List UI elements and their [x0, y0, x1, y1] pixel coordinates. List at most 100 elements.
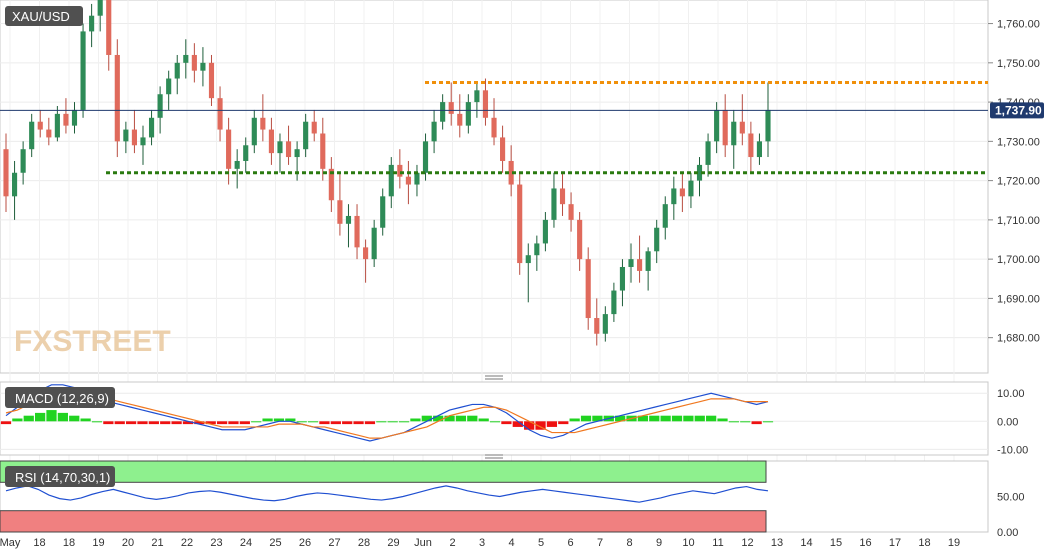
time-tick-label: 26: [299, 537, 311, 549]
price-tick-label: 1,700.00: [997, 254, 1040, 266]
candle-body: [654, 227, 660, 252]
price-tick-label: 1,710.00: [997, 215, 1040, 227]
macd-hist-bar: [387, 421, 398, 423]
price-tick-label: 1,730.00: [997, 136, 1040, 148]
macd-hist-bar: [353, 421, 364, 425]
macd-hist-bar: [148, 421, 159, 425]
macd-hist-bar: [273, 418, 285, 422]
candle-body: [11, 172, 18, 197]
symbol-badge[interactable]: [5, 6, 83, 26]
price-tick-label: 1,690.00: [997, 293, 1040, 305]
macd-hist-bar: [0, 421, 12, 425]
rsi-axis: 0.00 50.00: [997, 492, 1025, 540]
macd-hist-bar: [160, 421, 171, 425]
time-tick-label: 17: [889, 537, 901, 549]
macd-hist-bar: [35, 412, 46, 422]
candle-body: [200, 62, 206, 71]
macd-hist-bar: [23, 415, 34, 422]
macd-tick-label: -10.00: [997, 444, 1028, 456]
macd-hist-bar: [12, 418, 23, 422]
candle-body: [559, 188, 566, 205]
candle-body: [268, 129, 274, 154]
candle-body: [482, 90, 489, 118]
candle-body: [114, 54, 120, 142]
candle-body: [696, 164, 703, 181]
macd-badge[interactable]: [5, 387, 115, 408]
time-tick-label: 19: [948, 537, 960, 549]
resize-handle-1[interactable]: [485, 375, 503, 380]
macd-hist-bar: [694, 415, 705, 422]
candle-body: [243, 145, 249, 161]
candle-body: [756, 141, 763, 158]
candle-body: [354, 215, 360, 248]
candle-body: [517, 184, 523, 264]
candle-body: [508, 160, 514, 185]
macd-hist-bar: [57, 412, 68, 422]
macd-hist-bar: [91, 421, 103, 423]
candle-body: [602, 314, 608, 334]
time-tick-label: 10: [682, 537, 694, 549]
candle-body: [714, 109, 720, 142]
candle-body: [465, 102, 471, 126]
candle-body: [765, 109, 771, 142]
macd-hist-bar: [433, 415, 444, 422]
macd-hist-bar: [637, 415, 649, 422]
candle-body: [611, 290, 617, 315]
candle-body: [551, 188, 557, 220]
resize-handle-2[interactable]: [485, 454, 503, 459]
candle-body: [174, 62, 180, 79]
time-tick-label: 2: [449, 537, 455, 549]
candle-body: [534, 243, 540, 256]
candle-body: [371, 227, 377, 260]
macd-hist-bar: [671, 415, 683, 422]
candle-body: [217, 98, 223, 130]
candle-body: [388, 164, 394, 197]
macd-hist-bar: [239, 421, 250, 425]
candle-body: [106, 0, 112, 55]
macd-hist-bar: [80, 418, 91, 422]
candle-body: [731, 121, 737, 146]
macd-hist-bar: [285, 418, 296, 422]
candle-body: [277, 141, 283, 154]
candle-body: [380, 196, 386, 228]
time-tick-label: 14: [800, 537, 812, 549]
macd-hist-bar: [364, 421, 376, 425]
candle-body: [80, 31, 86, 110]
candle-body: [457, 113, 463, 126]
price-tick-label: 1,720.00: [997, 176, 1040, 188]
symbol-label: XAU/USD: [12, 9, 70, 24]
macd-hist-bar: [114, 421, 125, 425]
macd-hist-bar: [171, 421, 182, 425]
candle-body: [251, 117, 257, 146]
time-axis: May 18 18 19 20 21 22 23 24 25 26 27 28 29 Jun 2 3 4 5 6 7 8 9…: [0, 537, 960, 549]
candle-body: [54, 113, 60, 138]
macd-hist-bar: [319, 421, 330, 425]
candle-body: [585, 259, 591, 319]
candle-body: [739, 121, 745, 134]
candle-body: [226, 129, 232, 169]
candle-body: [311, 121, 317, 134]
candle-body: [645, 251, 651, 271]
macd-hist-bar: [194, 421, 205, 425]
macd-hist-bar: [182, 421, 194, 425]
macd-hist-bar: [512, 421, 523, 427]
macd-hist-bar: [398, 421, 410, 423]
candle-body: [705, 141, 711, 165]
candle-body: [29, 121, 35, 150]
candle-body: [662, 204, 668, 228]
candle-body: [166, 78, 172, 95]
rsi-badge[interactable]: [5, 466, 115, 487]
time-tick-label: 13: [771, 537, 783, 549]
macd-hist-bar: [296, 421, 307, 423]
time-tick-label: 23: [210, 537, 222, 549]
macd-hist-bar: [660, 415, 671, 422]
candle-body: [568, 204, 574, 220]
candle-body: [328, 168, 334, 201]
candle-body: [628, 259, 634, 267]
candle-body: [637, 259, 643, 271]
macd-hist-bar: [751, 421, 762, 425]
price-tick-label: 1,680.00: [997, 333, 1040, 345]
time-tick-label: 6: [567, 537, 573, 549]
macd-hist-bar: [103, 421, 114, 425]
candle-body: [303, 121, 309, 150]
